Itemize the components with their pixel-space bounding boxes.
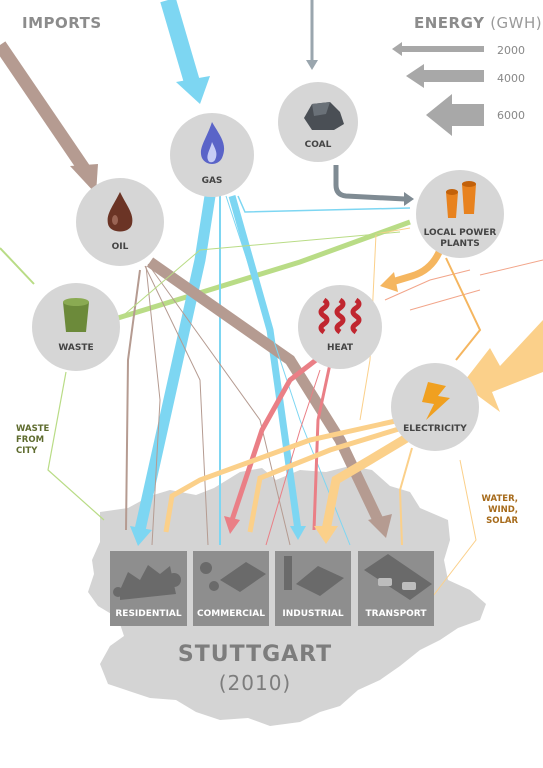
plants-to-heat-arrowhead — [380, 272, 398, 292]
local-power-node — [416, 170, 504, 258]
waste-from-city-flow — [47, 371, 105, 521]
heat-to-commercial-flow — [229, 358, 318, 521]
legend-value-4000: 4000 — [497, 72, 525, 85]
energy-heading-unit: (GWH) — [490, 14, 543, 32]
gas-to-residential-flow — [134, 195, 216, 532]
power-plant-icon — [446, 181, 476, 218]
oil-to-transport-flow — [146, 257, 383, 523]
oil-drop-icon — [107, 192, 133, 232]
energy-heading-label: ENERGY — [414, 14, 485, 32]
oil-thin-flow-1 — [144, 265, 209, 546]
gas-import-flow — [160, 0, 200, 85]
electricity-to-transport-flow — [398, 447, 413, 546]
renewables-thin-flow-1 — [384, 269, 471, 301]
coal-to-plants-arrowhead — [404, 192, 414, 206]
renewables-line1: WATER, — [481, 494, 518, 504]
renewables-thin-flow-3 — [479, 259, 543, 276]
waste-import-flow — [0, 247, 35, 285]
legend-value-2000: 2000 — [497, 44, 525, 57]
waste-from-city-line1: WASTE — [16, 424, 50, 434]
coal-label: COAL — [304, 140, 332, 150]
coal-import-arrowhead — [306, 60, 318, 70]
sector-transport — [358, 551, 434, 626]
plants-to-electricity-flow — [445, 257, 482, 361]
plants-to-heat-flow — [390, 248, 444, 286]
legend-arrow-6000 — [426, 94, 484, 136]
renewables-line2: WIND, — [488, 505, 518, 515]
city-year: (2010) — [218, 671, 292, 695]
sector-commercial-label: COMMERCIAL — [197, 609, 265, 619]
imports-heading: IMPORTS — [22, 14, 102, 32]
electricity-to-residential-flow — [163, 417, 401, 533]
oil-thin-flow-2 — [147, 263, 291, 546]
sector-industrial — [275, 551, 351, 626]
water-wind-solar-flow — [429, 459, 477, 601]
oil-import-arrowhead — [70, 164, 98, 194]
sector-commercial — [193, 551, 269, 626]
legend-value-6000: 6000 — [497, 109, 525, 122]
legend-arrow-4000 — [406, 64, 484, 88]
plants-thin-flow — [359, 227, 411, 421]
oil-thin-flow-3 — [145, 265, 161, 546]
energy-heading: ENERGY (GWH) — [414, 14, 542, 32]
waste-bin-icon — [63, 298, 89, 332]
gas-label: GAS — [201, 176, 223, 186]
renewables-line3: SOLAR — [486, 516, 518, 526]
local-power-label-line1: LOCAL POWER — [423, 228, 497, 238]
local-power-label-line2: PLANTS — [440, 239, 480, 249]
coal-to-plants-flow — [333, 165, 406, 202]
heat-thin-flow — [265, 369, 321, 546]
sector-industrial-label: INDUSTRIAL — [282, 609, 344, 619]
legend-arrow-2000 — [392, 42, 484, 56]
sector-transport-label: TRANSPORT — [365, 609, 427, 619]
heat-to-commercial-arrowhead — [224, 516, 240, 534]
gas-to-industrial-arrowhead — [290, 526, 306, 540]
waste-from-city-line3: CITY — [16, 446, 38, 456]
oil-label: OIL — [111, 242, 129, 252]
waste-to-plants-flow — [117, 219, 411, 321]
electricity-label: Electricity — [403, 424, 467, 434]
oil-to-residential-flow — [125, 269, 141, 531]
electricity-to-commercial-flow — [247, 425, 403, 533]
renewables-thin-flow-2 — [409, 289, 481, 311]
oil-import-flow — [0, 41, 91, 174]
heat-to-industrial-flow — [312, 363, 332, 531]
oil-to-transport-arrowhead — [368, 514, 392, 538]
coal-icon — [304, 102, 344, 130]
lightning-icon — [422, 382, 450, 420]
gas-to-plants-flow — [237, 195, 411, 213]
water-wind-solar-label: WATER, WIND, SOLAR — [478, 494, 518, 527]
local-power-label: LOCAL POWER PLANTS — [420, 228, 500, 250]
heat-icon — [318, 297, 362, 335]
waste-thin-flow — [117, 231, 401, 321]
waste-label: WASTE — [58, 343, 94, 353]
electricity-to-industrial-flow — [321, 432, 413, 531]
electricity-to-industrial-arrowhead — [314, 526, 338, 544]
renewables-import-arrow — [462, 320, 543, 412]
gas-to-residential-arrowhead — [130, 526, 152, 546]
gas-flame-icon — [200, 122, 225, 164]
heat-label: HEAT — [326, 343, 354, 353]
sector-residential — [110, 551, 187, 626]
waste-from-city-label: WASTE FROM CITY — [16, 424, 49, 457]
city-name: STUTTGART — [177, 642, 333, 667]
gas-import-arrowhead — [176, 76, 210, 104]
waste-from-city-line2: FROM — [16, 435, 45, 445]
sector-residential-label: RESIDENTIAL — [115, 609, 182, 619]
